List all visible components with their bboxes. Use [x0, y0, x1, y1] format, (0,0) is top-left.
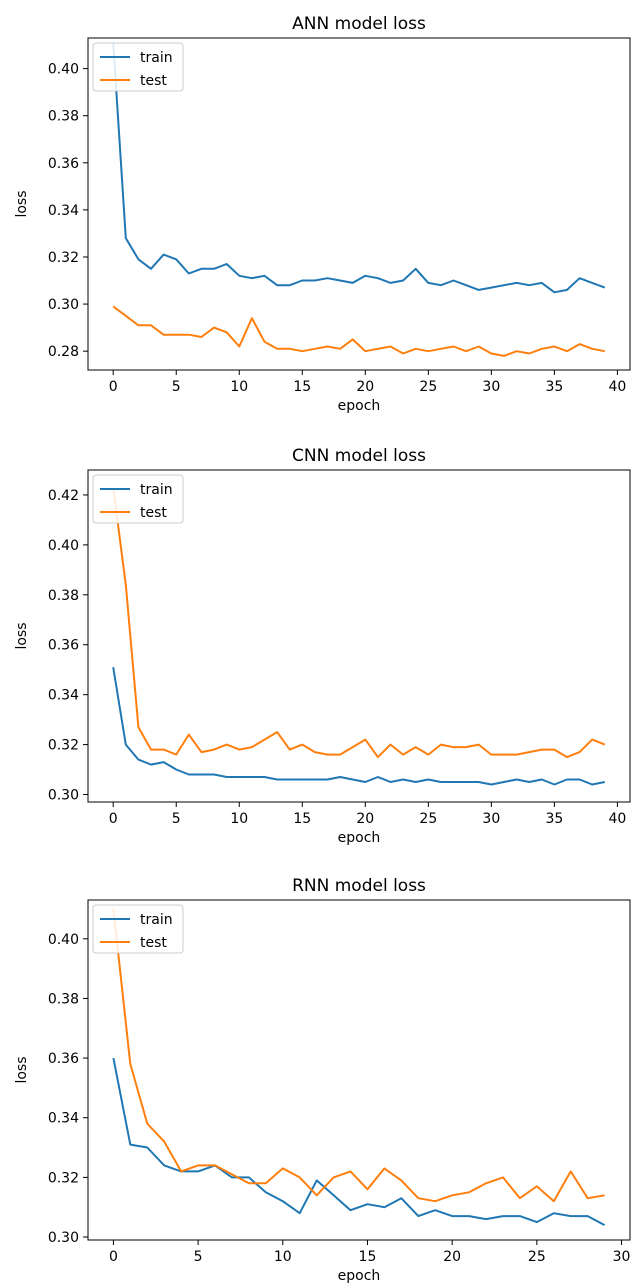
- x-tick-label: 10: [230, 811, 248, 827]
- series-line-train: [112, 667, 605, 786]
- x-tick-label: 10: [274, 1249, 292, 1265]
- x-axis-label: epoch: [338, 398, 381, 414]
- x-tick-label: 25: [419, 379, 437, 395]
- y-tick-label: 0.36: [48, 1051, 79, 1067]
- y-tick-label: 0.30: [48, 1230, 79, 1246]
- plot-frame: [87, 37, 631, 371]
- x-tick-label: 5: [172, 379, 181, 395]
- x-axis-label: epoch: [338, 1268, 381, 1284]
- x-tick-label: 35: [545, 379, 563, 395]
- x-tick-label: 35: [545, 811, 563, 827]
- legend-label-train: train: [140, 482, 173, 498]
- series-line-test: [112, 305, 605, 357]
- y-tick-label: 0.36: [48, 638, 79, 654]
- y-tick-label: 0.42: [48, 488, 79, 504]
- x-tick-label: 5: [194, 1249, 203, 1265]
- legend-label-train: train: [140, 50, 173, 66]
- x-tick-label: 15: [293, 379, 311, 395]
- x-tick-label: 0: [109, 811, 118, 827]
- y-axis-label: loss: [14, 622, 30, 649]
- y-tick-label: 0.32: [48, 250, 79, 266]
- legend: train test: [92, 42, 184, 92]
- series-line-train: [112, 1057, 606, 1226]
- legend-label-train: train: [140, 912, 173, 928]
- plot-frame: [87, 899, 631, 1241]
- series-line-test: [112, 487, 606, 759]
- x-tick-label: 25: [528, 1249, 546, 1265]
- x-tick-label: 15: [359, 1249, 377, 1265]
- chart-3: RNN model loss 0 5 10 15 20 25 30 0.30 0.32 0.34 0.…: [14, 876, 631, 1284]
- y-tick-label: 0.40: [48, 62, 79, 78]
- y-tick-label: 0.34: [48, 688, 79, 704]
- y-axis-label: loss: [14, 190, 30, 217]
- y-tick-label: 0.30: [48, 297, 79, 313]
- legend-label-test: test: [140, 505, 167, 521]
- y-tick-label: 0.40: [48, 538, 79, 554]
- y-tick-label: 0.38: [48, 109, 79, 125]
- legend-label-test: test: [140, 73, 167, 89]
- series-line-test: [112, 908, 605, 1203]
- chart-1: ANN model loss 0 5 10 15 20 25 30 35 40 0.28 0.30 0.…: [14, 14, 631, 414]
- x-tick-label: 20: [443, 1249, 461, 1265]
- x-tick-label: 20: [356, 811, 374, 827]
- y-axis-label: loss: [14, 1056, 30, 1083]
- y-tick-label: 0.32: [48, 1170, 79, 1186]
- y-tick-label: 0.30: [48, 788, 79, 804]
- x-tick-label: 0: [109, 1249, 118, 1265]
- chart-title: RNN model loss: [292, 876, 426, 896]
- legend: train test: [92, 904, 184, 954]
- y-tick-label: 0.34: [48, 203, 79, 219]
- y-tick-label: 0.34: [48, 1111, 79, 1127]
- x-tick-label: 10: [230, 379, 248, 395]
- x-tick-label: 30: [613, 1249, 631, 1265]
- chart-2: CNN model loss 0 5 10 15 20 25 30 35 40 0.30 0.32 0.…: [14, 446, 631, 846]
- x-tick-label: 40: [608, 811, 626, 827]
- y-tick-label: 0.36: [48, 156, 79, 172]
- legend-label-test: test: [140, 935, 167, 951]
- x-tick-label: 25: [419, 811, 437, 827]
- y-tick-label: 0.38: [48, 991, 79, 1007]
- x-tick-label: 30: [482, 379, 500, 395]
- x-tick-label: 30: [482, 811, 500, 827]
- y-tick-label: 0.38: [48, 588, 79, 604]
- x-tick-label: 40: [608, 379, 626, 395]
- legend: train test: [92, 474, 184, 524]
- y-tick-label: 0.28: [48, 344, 79, 360]
- y-tick-label: 0.32: [48, 738, 79, 754]
- plot-frame: [87, 469, 631, 803]
- x-tick-label: 5: [172, 811, 181, 827]
- chart-title: CNN model loss: [292, 446, 426, 466]
- x-tick-label: 0: [109, 379, 118, 395]
- x-axis-label: epoch: [338, 830, 381, 846]
- chart-title: ANN model loss: [292, 14, 426, 34]
- x-tick-label: 15: [293, 811, 311, 827]
- y-tick-label: 0.40: [48, 932, 79, 948]
- series-line-train: [112, 42, 606, 294]
- x-tick-label: 20: [356, 379, 374, 395]
